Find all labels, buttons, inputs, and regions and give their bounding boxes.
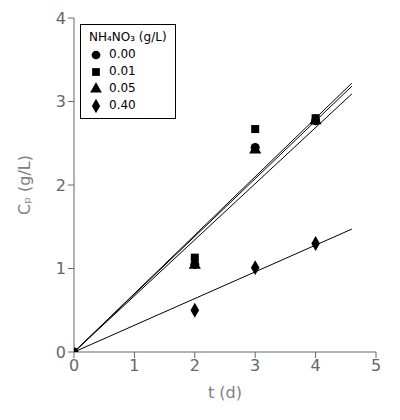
svg-text:4: 4 (56, 9, 66, 28)
svg-text:0: 0 (56, 343, 66, 362)
svg-text:3: 3 (56, 92, 66, 111)
svg-text:5: 5 (371, 356, 381, 375)
svg-text:1: 1 (129, 356, 139, 375)
html-text:0.40: 0.40 (109, 98, 136, 112)
html-text:0.05: 0.05 (109, 81, 136, 95)
svg-text:3: 3 (250, 356, 260, 375)
html-text:0.00: 0.00 (109, 47, 136, 61)
svg-text:1: 1 (56, 259, 66, 278)
svg-text:2: 2 (56, 176, 66, 195)
html-text:NH₄NO₃ (g/L): NH₄NO₃ (g/L) (89, 30, 167, 44)
svg-text:0: 0 (69, 356, 79, 375)
svg-text:4: 4 (311, 356, 321, 375)
svg-text:t (d): t (d) (208, 383, 242, 402)
svg-text:Cₚ (g/L): Cₚ (g/L) (15, 155, 34, 215)
svg-text:2: 2 (190, 356, 200, 375)
html-text:0.01: 0.01 (109, 64, 136, 78)
